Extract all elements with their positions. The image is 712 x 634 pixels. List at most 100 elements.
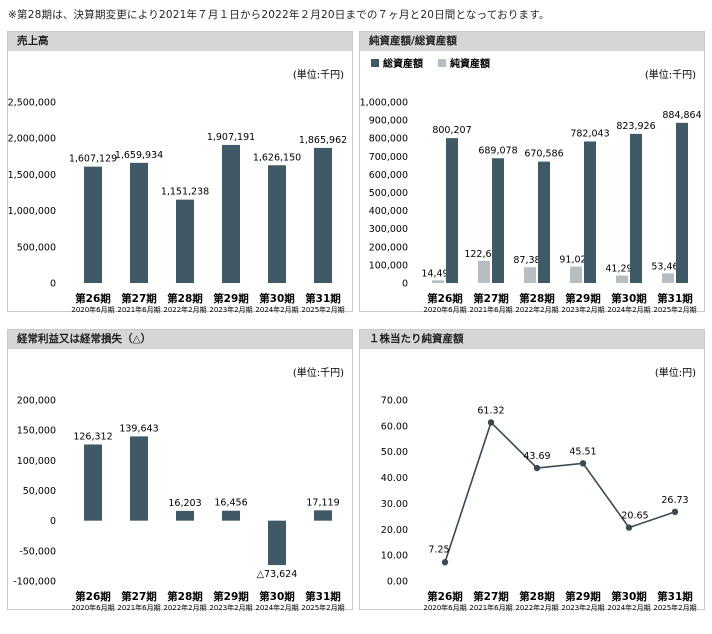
- x-period-label: 第27期: [473, 292, 509, 305]
- x-period-label: 第26期: [427, 590, 463, 603]
- y-tick-label: 500,000: [369, 188, 408, 199]
- x-date-label: 2022年2月期: [515, 603, 558, 611]
- net-assets-bar: [616, 275, 628, 283]
- y-tick-label: -50,000: [19, 546, 56, 557]
- y-tick-label: 300,000: [369, 224, 408, 235]
- x-date-label: 2020年6月期: [71, 305, 114, 313]
- sales-data-label: 1,626,150: [253, 152, 301, 163]
- y-tick-label: 50.00: [381, 447, 408, 458]
- y-tick-label: 60.00: [381, 421, 408, 432]
- net-assets-bar: [524, 267, 536, 283]
- x-period-label: 第29期: [565, 292, 601, 305]
- total-assets-bar: [630, 133, 642, 283]
- net-assets-data-label: 41,293: [605, 264, 638, 275]
- bps-data-label: 26.73: [661, 495, 688, 506]
- x-period-label: 第31期: [657, 590, 693, 603]
- bps-data-point: [533, 464, 541, 472]
- x-period-label: 第30期: [259, 292, 295, 305]
- x-period-label: 第26期: [75, 590, 111, 603]
- x-period-label: 第29期: [565, 590, 601, 603]
- y-tick-label: 10.00: [381, 551, 408, 562]
- y-tick-label: 800,000: [369, 134, 408, 145]
- x-date-label: 2023年2月期: [209, 603, 252, 611]
- bps-data-label: 7.25: [428, 544, 449, 555]
- x-date-label: 2021年6月期: [469, 603, 512, 611]
- ordinary-profit-bar: [268, 520, 286, 566]
- ordinary-profit-data-label: △73,624: [257, 569, 298, 580]
- unit-label: (単位:千円): [293, 68, 344, 81]
- ordinary-profit-bar: [314, 510, 332, 521]
- legend-total-assets-swatch: [371, 59, 379, 67]
- y-tick-label: 50,000: [23, 486, 56, 497]
- x-period-label: 第30期: [259, 590, 295, 603]
- assets-chart-title: 純資産額/総資産額: [360, 32, 704, 51]
- sales-bar: [222, 144, 240, 283]
- y-tick-label: 200,000: [17, 396, 56, 407]
- y-tick-label: 1,000,000: [360, 98, 408, 109]
- ordinary-profit-bar: [176, 510, 194, 521]
- ordinary-profit-chart-panel: 経常利益又は経常損失（△） (単位:千円) -100,000 -50,000 0 50,…: [7, 329, 353, 611]
- x-date-label: 2023年2月期: [561, 603, 604, 611]
- sales-chart-panel: 売上高 (単位:千円) 0 500,000 1,000,000 1,500,000 2,0…: [7, 31, 353, 313]
- net-assets-bar: [478, 260, 490, 283]
- sales-chart-title: 売上高: [8, 32, 352, 51]
- bps-data-point: [579, 460, 587, 467]
- x-period-label: 第31期: [305, 590, 341, 603]
- net-assets-data-label: 14,490: [421, 268, 454, 279]
- y-tick-label: 70.00: [381, 396, 408, 407]
- x-period-label: 第27期: [473, 590, 509, 603]
- total-assets-data-label: 884,864: [662, 110, 701, 121]
- y-tick-label: 200,000: [369, 242, 408, 253]
- unit-label: (単位:円): [655, 366, 696, 379]
- y-tick-label: -100,000: [13, 577, 56, 588]
- ordinary-profit-data-label: 126,312: [73, 431, 112, 442]
- y-tick-label: 500,000: [17, 242, 56, 253]
- y-tick-label: 150,000: [17, 426, 56, 437]
- x-period-label: 第26期: [75, 292, 111, 305]
- unit-label: (単位:千円): [645, 68, 696, 81]
- net-assets-data-label: 122,639: [464, 249, 503, 260]
- y-tick-label: 0: [50, 279, 56, 290]
- assets-chart: (単位:千円) 0 100,000 200,000 300,000 400,000 500,…: [360, 57, 702, 313]
- legend-net-assets-label: 純資産額: [450, 57, 490, 70]
- x-date-label: 2021年6月期: [117, 603, 160, 611]
- x-period-label: 第31期: [657, 292, 693, 305]
- y-tick-label: 2,000,000: [8, 134, 56, 145]
- ordinary-profit-chart: (単位:千円) -100,000 -50,000 0 50,000 100,000 150,…: [13, 366, 344, 611]
- sales-data-label: 1,659,934: [115, 150, 163, 161]
- sales-data-label: 1,865,962: [299, 135, 347, 146]
- fiscal-period-note: ※第28期は、決算期変更により2021年７月１日から2022年２月20日までの７…: [8, 9, 550, 21]
- y-tick-label: 20.00: [381, 525, 408, 536]
- y-tick-label: 0: [402, 279, 408, 290]
- bps-data-point: [441, 559, 449, 566]
- bps-data-label: 61.32: [477, 405, 504, 416]
- y-tick-label: 100,000: [369, 260, 408, 271]
- x-period-label: 第28期: [519, 590, 555, 603]
- total-assets-data-label: 670,586: [524, 149, 563, 160]
- ordinary-profit-chart-title: 経常利益又は経常損失（△）: [8, 330, 352, 349]
- net-assets-bar: [432, 280, 444, 283]
- x-period-label: 第31期: [305, 292, 341, 305]
- y-tick-label: 100,000: [17, 456, 56, 467]
- total-assets-data-label: 782,043: [570, 128, 609, 139]
- y-tick-label: 30.00: [381, 499, 408, 510]
- ordinary-profit-data-label: 17,119: [306, 497, 339, 508]
- unit-label: (単位:千円): [293, 366, 344, 379]
- x-period-label: 第29期: [213, 590, 249, 603]
- sales-bar: [314, 147, 332, 283]
- total-assets-bar: [538, 161, 550, 283]
- y-tick-label: 400,000: [369, 206, 408, 217]
- x-period-label: 第30期: [611, 590, 647, 603]
- x-period-label: 第27期: [121, 590, 157, 603]
- ordinary-profit-data-label: 139,643: [119, 423, 158, 434]
- y-tick-label: 2,500,000: [8, 98, 56, 109]
- x-date-label: 2024年2月期: [607, 305, 650, 313]
- ordinary-profit-data-label: 16,203: [168, 498, 201, 509]
- sales-bar: [176, 199, 194, 283]
- y-tick-label: 900,000: [369, 116, 408, 127]
- y-tick-label: 600,000: [369, 170, 408, 181]
- x-period-label: 第28期: [519, 292, 555, 305]
- bps-data-point: [671, 508, 679, 516]
- x-period-label: 第28期: [167, 590, 203, 603]
- net-assets-bar: [570, 266, 582, 283]
